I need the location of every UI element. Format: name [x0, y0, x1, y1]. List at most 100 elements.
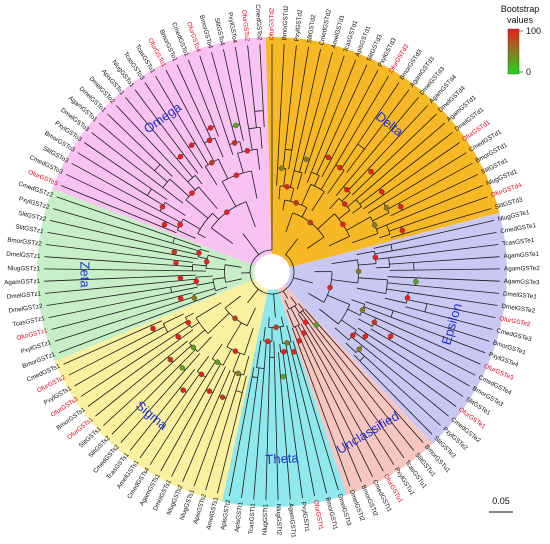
- bootstrap-node: [224, 209, 230, 215]
- bootstrap-node: [177, 275, 184, 281]
- branch: [196, 355, 210, 372]
- branch: [370, 328, 390, 340]
- branch: [204, 166, 218, 186]
- legend-title-line2: values: [507, 15, 534, 25]
- leaf-label: DmelGSTe2: [501, 303, 536, 315]
- branch: [358, 277, 388, 281]
- leaf-label: DmelGSTz1: [7, 290, 42, 300]
- terminal-branch: [58, 300, 196, 354]
- bootstrap-node: [404, 295, 411, 301]
- leaf-label: DmelGSTz2: [8, 303, 43, 315]
- terminal-branch: [129, 387, 181, 451]
- branch: [244, 328, 254, 355]
- bootstrap-legend: Bootstrap values 100 0: [501, 4, 541, 77]
- branch-arc: [357, 143, 365, 150]
- terminal-branch: [125, 97, 178, 160]
- terminal-branch: [291, 352, 327, 494]
- branch: [304, 308, 319, 324]
- terminal-branch: [277, 44, 285, 168]
- leaf-label: ApisGSTt2: [220, 499, 233, 531]
- branch: [276, 167, 278, 186]
- branch: [172, 242, 200, 252]
- leaf-label: TcasGSTt1: [247, 502, 257, 534]
- branch: [288, 150, 293, 170]
- branch: [191, 322, 200, 328]
- branch: [212, 213, 219, 220]
- bootstrap-node: [232, 315, 238, 322]
- branch: [198, 256, 208, 260]
- branch: [290, 307, 300, 325]
- branch: [183, 154, 199, 174]
- branch: [164, 202, 186, 216]
- branch: [179, 329, 194, 340]
- branch: [341, 143, 359, 169]
- bootstrap-node: [167, 356, 174, 363]
- terminal-branch: [368, 105, 428, 170]
- leaf-label: NlugGSTt2: [275, 504, 283, 536]
- bootstrap-node: [209, 159, 215, 166]
- bootstrap-node: [189, 190, 195, 196]
- tree-center: [254, 254, 290, 290]
- terminal-branch: [95, 356, 169, 417]
- branch-arc: [162, 323, 169, 333]
- branch: [176, 325, 191, 335]
- scale-bar-label: 0.05: [492, 496, 510, 506]
- branch: [154, 326, 165, 332]
- leaf-label: PxylGSTt1: [299, 501, 310, 532]
- leaf-label: CmedGSTd2: [318, 8, 333, 46]
- leaf-label: SlitGSTo4: [213, 17, 226, 46]
- branch: [282, 351, 287, 377]
- bootstrap-node: [265, 338, 271, 345]
- branch: [174, 249, 199, 256]
- branch: [292, 341, 297, 352]
- root-arc: [249, 249, 295, 295]
- leaf-label: SlitGSTd2: [306, 14, 318, 44]
- terminal-branch: [45, 244, 177, 261]
- branch: [207, 312, 230, 334]
- leaf-label: PxylGSTd2: [294, 9, 304, 42]
- bootstrap-node: [291, 349, 297, 355]
- leaf-label: AgamGSTe1: [503, 251, 540, 260]
- bootstrap-node: [180, 387, 186, 393]
- terminal-branch: [403, 208, 492, 235]
- leaf-label: AgamGSTe2: [504, 265, 540, 272]
- branch-arc: [254, 110, 264, 112]
- terminal-branch: [413, 256, 500, 263]
- branch: [177, 229, 196, 239]
- bootstrap-node: [173, 260, 179, 266]
- branch: [352, 206, 362, 214]
- legend-title-line1: Bootstrap: [501, 4, 540, 14]
- terminal-branch: [223, 49, 241, 125]
- clade-stem: [285, 238, 299, 255]
- branch: [278, 185, 281, 200]
- terminal-branch: [305, 331, 384, 472]
- branch: [373, 244, 391, 249]
- bootstrap-node: [281, 348, 287, 355]
- bootstrap-node: [350, 332, 356, 339]
- branch-arc: [337, 304, 351, 325]
- branch: [373, 323, 393, 334]
- branch: [286, 309, 295, 328]
- terminal-branch: [63, 324, 152, 365]
- branch: [151, 320, 163, 326]
- scale-bar: 0.05: [489, 496, 513, 513]
- branch-arc: [224, 264, 227, 283]
- branch: [218, 370, 231, 397]
- terminal-branch: [398, 162, 473, 204]
- branch: [346, 216, 371, 231]
- terminal-branch: [87, 338, 181, 407]
- terminal-branch: [343, 97, 419, 187]
- branch: [196, 281, 214, 286]
- bootstrap-node: [233, 172, 240, 178]
- bootstrap-node: [244, 148, 251, 154]
- leaf-label: AgamGSTz1: [4, 278, 41, 286]
- branch: [180, 274, 196, 277]
- branch: [281, 316, 284, 327]
- bootstrap-node: [177, 221, 183, 228]
- branch: [203, 142, 215, 162]
- branch: [347, 199, 357, 208]
- branch: [180, 278, 197, 281]
- branch: [179, 349, 196, 366]
- branch: [335, 186, 344, 196]
- branch: [173, 254, 198, 260]
